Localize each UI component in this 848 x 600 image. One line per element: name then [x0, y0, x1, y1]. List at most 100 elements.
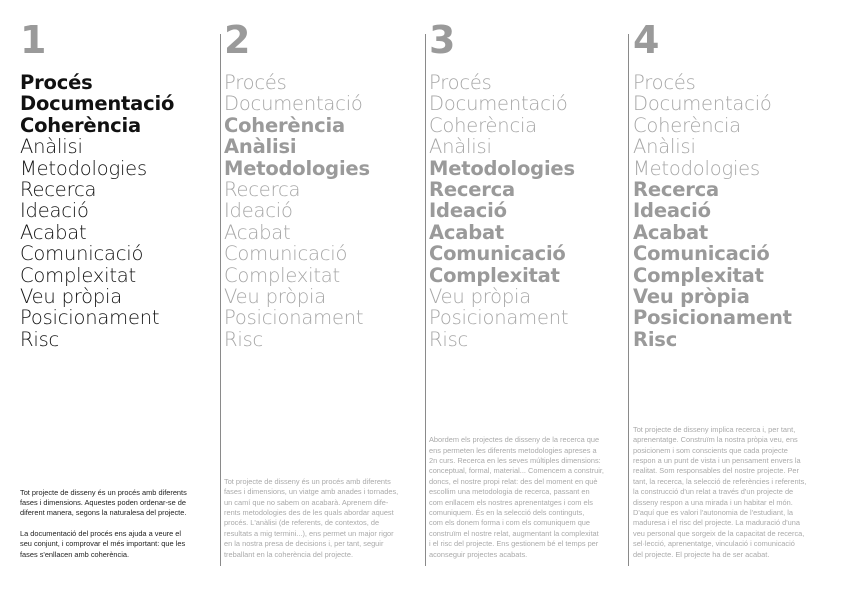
- text-line: 2n curs. Recerca en les seves múltiples …: [429, 455, 601, 465]
- concept-item: Documentació: [429, 92, 568, 116]
- text-line: com enllacem els nostres aprenentatges i…: [429, 497, 593, 507]
- concept-item: Metodologies: [20, 156, 147, 180]
- text-line: seu conjunt, i comprovar el més importan…: [20, 539, 186, 549]
- text-line: Tot projecte de disseny és un procés amb…: [20, 487, 187, 497]
- concept-item: Ideació: [429, 199, 507, 223]
- text-line: en la nostra presa de decisions i, per t…: [224, 539, 384, 549]
- text-line: Tot projecte de disseny implica recerca …: [633, 424, 796, 434]
- description-paragraph: Tot projecte de disseny és un procés amb…: [224, 477, 424, 560]
- concept-item: Complexitat: [20, 263, 136, 287]
- text-line: com els donem forma i com els comuniquem…: [429, 518, 591, 528]
- concept-item: Veu pròpia: [429, 285, 532, 309]
- concept-list: Procés Documentació Coherència Anàlisi Metod…: [20, 71, 175, 351]
- concept-item: Complexitat: [429, 263, 560, 287]
- concept-list: Procés Documentació Coherència Anàlisi Metod…: [429, 71, 575, 351]
- text-line: fases i dimensions. Aquestes poden orden…: [20, 497, 186, 507]
- concept-item: Comunicació: [224, 242, 348, 266]
- concept-item: Procés: [633, 71, 696, 94]
- description-paragraph: Tot projecte de disseny implica recerca …: [633, 425, 833, 560]
- concept-item: Recerca: [20, 178, 97, 202]
- concept-item: Anàlisi: [633, 135, 696, 159]
- concept-item: Ideació: [20, 199, 89, 223]
- concept-list: Procés Documentació Coherència Anàlisi Metod…: [224, 71, 370, 351]
- concept-item: Veu pròpia: [20, 285, 123, 309]
- concept-item: Coherència: [429, 113, 537, 137]
- concept-item: Procés: [429, 71, 492, 94]
- concept-item: Complexitat: [224, 263, 340, 287]
- concept-item: Risc: [633, 327, 678, 351]
- column-3: 3 Procés Documentació Coherència Anàlisi Meto…: [429, 0, 629, 600]
- text-line: fases s'enllacen amb coherència.: [20, 549, 130, 559]
- column-divider: [628, 34, 629, 566]
- description: Abordem els projectes de disseny de la r…: [429, 435, 629, 560]
- text-line: comuniquem. És en la selecció dels conti…: [429, 507, 585, 517]
- concept-item: Coherència: [224, 113, 345, 137]
- text-line: respon a un punt de vista i un pensament…: [633, 455, 801, 465]
- text-line: ens permeten les diferents metodologies …: [429, 445, 597, 455]
- text-line: la construcció d'un relat a través d'un …: [633, 487, 794, 497]
- concept-item: Metodologies: [633, 156, 760, 180]
- description-paragraph: Abordem els projectes de disseny de la r…: [429, 435, 629, 560]
- text-line: posicionem i som conscients que cada pro…: [633, 445, 788, 455]
- concept-item: Ideació: [633, 199, 711, 223]
- concept-item: Metodologies: [429, 156, 575, 180]
- column-divider: [220, 34, 221, 566]
- text-line: resultats a mig termini...), ens permet …: [224, 528, 394, 538]
- text-line: conceptual, formal, material... Comencem…: [429, 466, 604, 476]
- text-line: veu personal que sorgeix de la capacitat…: [633, 528, 805, 538]
- concept-item: Acabat: [429, 220, 505, 244]
- concept-item: Comunicació: [429, 242, 566, 266]
- description: Tot projecte de disseny és un procés amb…: [224, 477, 424, 560]
- text-line: doncs, el nostre propi relat: des del mo…: [429, 476, 598, 486]
- concept-item: Posicionament: [224, 306, 364, 330]
- description: Tot projecte de disseny implica recerca …: [633, 425, 833, 560]
- text-line: aconseguir projectes acabats.: [429, 549, 528, 559]
- text-line: aprenentatge. Construïm la nostra pròpia…: [633, 435, 798, 445]
- column-2: 2 Procés Documentació Coherència Anàlisi Meto…: [224, 0, 424, 600]
- text-line: disseny respon a una mirada i un habitar…: [633, 497, 793, 507]
- concept-item: Documentació: [20, 92, 175, 116]
- concept-item: Comunicació: [633, 242, 770, 266]
- concept-item: Complexitat: [633, 263, 764, 287]
- concept-item: Documentació: [224, 92, 363, 116]
- column-number: 4: [633, 18, 660, 62]
- concept-item: Risc: [429, 327, 469, 351]
- text-line: maduresa i el risc del projecte. La madu…: [633, 518, 800, 528]
- concept-item: Anàlisi: [224, 135, 297, 159]
- concept-item: Comunicació: [20, 242, 144, 266]
- concept-item: Recerca: [224, 178, 301, 202]
- concept-item: Procés: [20, 71, 93, 94]
- text-line: tant, la recerca, la selecció de referèn…: [633, 476, 807, 486]
- concept-item: Veu pròpia: [633, 285, 750, 309]
- concept-item: Coherència: [633, 113, 741, 137]
- concept-item: Posicionament: [633, 306, 792, 330]
- text-line: fases i dimensions, un viatge amb anades…: [224, 487, 399, 497]
- concept-item: Procés: [224, 71, 287, 94]
- text-line: La documentació del procés ens ajuda a v…: [20, 528, 182, 538]
- concept-item: Risc: [20, 327, 60, 351]
- concept-item: Documentació: [633, 92, 772, 116]
- text-line: Abordem els projectes de disseny de la r…: [429, 435, 600, 445]
- description-paragraph: La documentació del procés ens ajuda a v…: [20, 529, 220, 560]
- text-line: sel·lecció, aprenentatge, vinculació i c…: [633, 539, 795, 549]
- concept-item: Anàlisi: [20, 135, 83, 159]
- text-line: realitat. Som responsables del nostre pr…: [633, 466, 799, 476]
- text-line: construïm el nostre relat, augmentant la…: [429, 528, 599, 538]
- text-line: D'aquí que es valori l'autonomia de l'es…: [633, 507, 793, 517]
- column-divider: [425, 34, 426, 566]
- concept-item: Metodologies: [224, 156, 370, 180]
- concept-item: Posicionament: [20, 306, 160, 330]
- description-paragraph: Tot projecte de disseny és un procés amb…: [20, 488, 220, 519]
- concept-item: Acabat: [224, 220, 291, 244]
- text-line: escollim una metodologia de recerca, pas…: [429, 487, 590, 497]
- concept-list: Procés Documentació Coherència Anàlisi Metod…: [633, 71, 792, 351]
- concept-item: Anàlisi: [429, 135, 492, 159]
- concept-item: Acabat: [20, 220, 87, 244]
- text-line: i el risc del projecte. Ens gestionem bé…: [429, 539, 599, 549]
- text-line: treballant en la coherència del projecte…: [224, 549, 354, 559]
- text-line: rents metodologies des de les quals abor…: [224, 507, 394, 517]
- concept-item: Posicionament: [429, 306, 569, 330]
- concept-item: Acabat: [633, 220, 709, 244]
- column-number: 1: [20, 18, 47, 62]
- concept-item: Recerca: [429, 178, 515, 202]
